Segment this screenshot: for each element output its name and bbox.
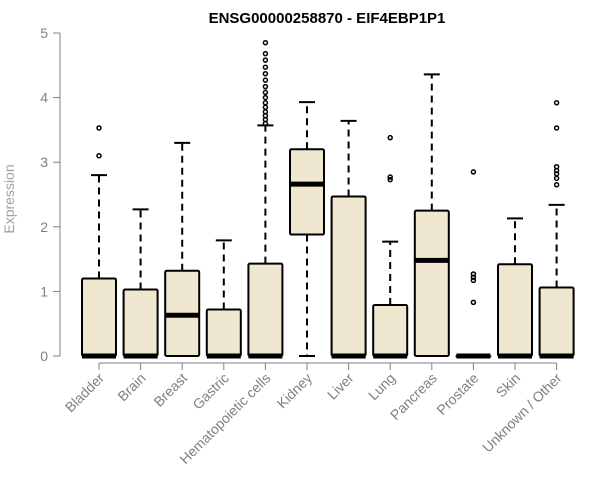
y-tick-label: 4 [40,90,48,106]
box-hematopoietic-cells [247,39,284,359]
outlier-point [553,125,560,131]
box-brain [122,208,159,359]
outlier-point [262,83,269,90]
outlier-point [553,100,560,106]
outlier-point [387,176,393,183]
outlier-point [553,175,560,182]
outlier-point [553,171,560,177]
box-rect [330,195,367,357]
outlier-point [553,182,560,188]
box-rect [497,263,533,358]
outlier-point [470,274,477,280]
outlier-point [262,77,269,83]
outlier-point [262,94,269,101]
outlier-point [262,50,269,57]
outlier-point [96,152,102,159]
outlier-point [470,169,477,175]
x-tick-label: Kidney [274,370,316,412]
boxes-group [81,39,575,359]
box-rect [413,209,450,357]
outlier-point [262,57,269,63]
outlier-point [262,100,269,106]
box-kidney [289,101,325,357]
x-tick-label: Prostate [433,370,481,418]
outlier-point [553,163,560,170]
outlier-point [96,125,102,131]
y-tick-label: 5 [40,25,48,41]
box-rect [81,277,117,358]
y-axis: 0 1 2 3 4 5 [40,25,61,364]
outlier-point [262,89,269,96]
box-rect [289,148,325,236]
box-bladder [81,125,117,359]
box-rect [538,286,575,357]
box-lung [372,134,409,359]
outlier-point [470,299,477,306]
y-tick-label: 2 [40,219,48,235]
box-liver [330,119,367,359]
box-gastric [205,239,242,359]
outlier-point [262,39,269,46]
box-breast [164,141,201,357]
chart-title: ENSG00000258870 - EIF4EBP1P1 [209,10,446,27]
x-tick-label: Breast [150,370,190,410]
x-tick-label: Lung [365,370,398,403]
box-skin [497,217,533,359]
y-tick-label: 3 [40,154,48,170]
outlier-point [262,109,269,115]
x-tick-label: Bladder [62,370,108,416]
outlier-point [387,134,393,141]
outlier-point [470,277,477,284]
y-tick-label: 1 [40,283,48,299]
box-rect [205,308,242,358]
outlier-point [470,271,477,277]
x-tick-label: Skin [493,370,524,401]
x-tick-label: Unknown / Other [479,370,565,456]
box-rect [247,262,284,358]
box-rect [372,303,409,358]
box-prostate [455,169,492,359]
outlier-point [262,70,269,77]
y-axis-label: Expression [1,164,17,233]
outlier-point [262,104,269,111]
y-tick-label: 0 [40,348,48,364]
outlier-point [387,174,393,180]
box-unknown-other [538,100,575,359]
x-tick-label: Liver [324,370,357,403]
x-tick-label: Brain [114,370,148,404]
outlier-point [262,64,269,70]
box-pancreas [413,73,450,357]
box-rect [122,288,159,358]
